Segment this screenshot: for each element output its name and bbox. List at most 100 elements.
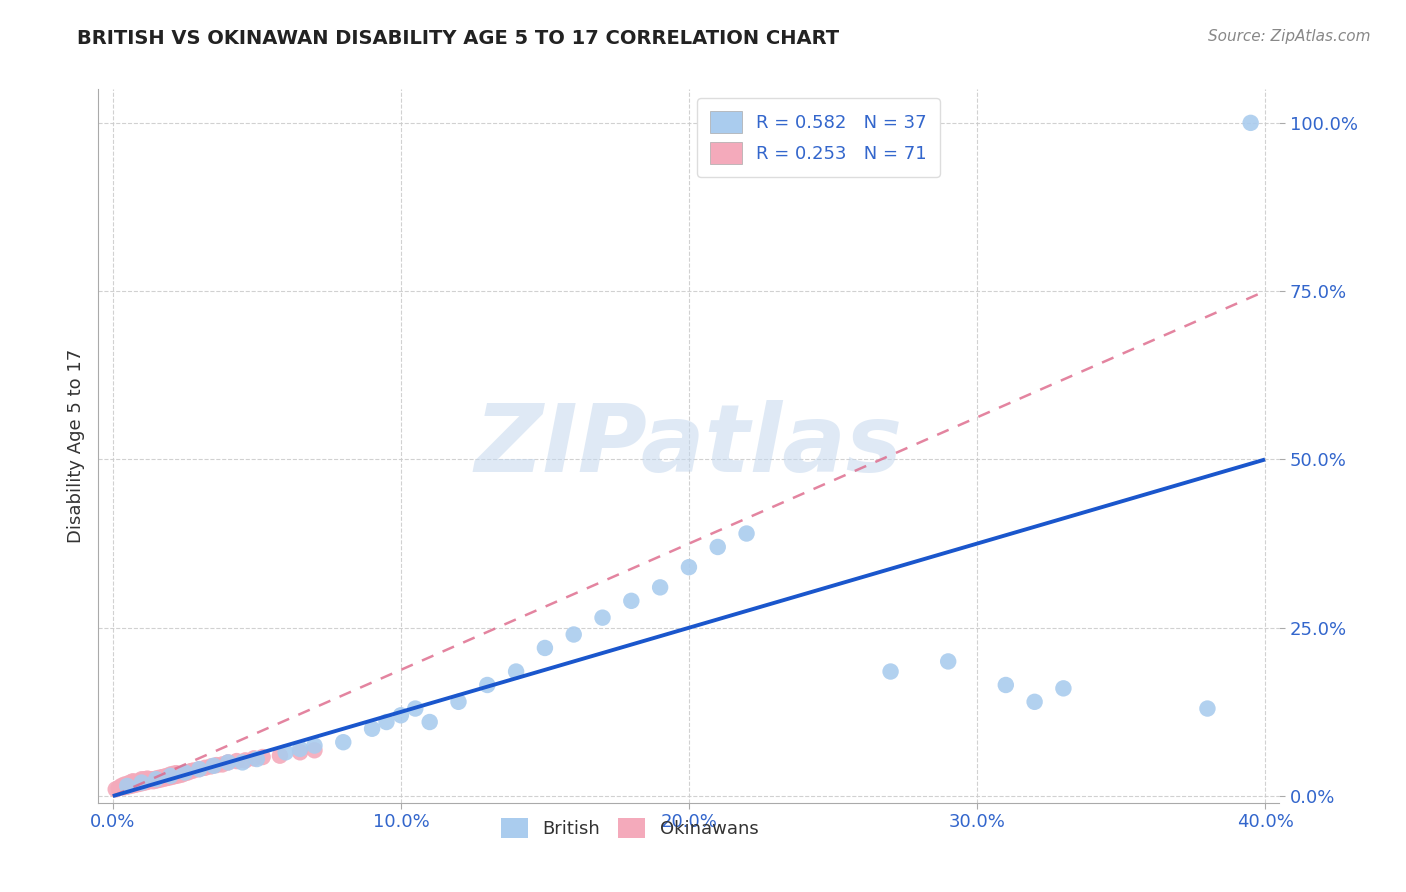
Point [131, 772, 153, 787]
Point [167, 768, 190, 782]
Point [159, 769, 181, 783]
Point [153, 772, 176, 786]
Point [122, 775, 145, 789]
Point [115, 778, 138, 792]
Point [389, 708, 412, 723]
Point [165, 766, 187, 780]
Point [122, 774, 145, 789]
Point [128, 777, 150, 791]
Point [150, 770, 173, 784]
Point [136, 772, 159, 786]
Point [162, 770, 184, 784]
Point [159, 767, 181, 781]
Point [1197, 701, 1219, 715]
Text: BRITISH VS OKINAWAN DISABILITY AGE 5 TO 17 CORRELATION CHART: BRITISH VS OKINAWAN DISABILITY AGE 5 TO … [77, 29, 839, 47]
Text: ZIPatlas: ZIPatlas [475, 400, 903, 492]
Point [112, 778, 135, 792]
Point [188, 762, 211, 776]
Point [148, 772, 170, 787]
Point [252, 750, 274, 764]
Point [107, 780, 129, 795]
Point [162, 767, 184, 781]
Point [678, 560, 700, 574]
Point [1052, 681, 1074, 696]
Point [128, 775, 150, 789]
Point [134, 772, 156, 787]
Point [183, 764, 205, 778]
Point [1240, 116, 1263, 130]
Point [269, 748, 291, 763]
Point [288, 742, 311, 756]
Point [447, 695, 470, 709]
Point [217, 756, 239, 770]
Point [243, 751, 266, 765]
Point [246, 752, 269, 766]
Point [419, 714, 441, 729]
Point [122, 777, 145, 791]
Point [173, 766, 195, 780]
Point [136, 772, 159, 787]
Point [120, 775, 142, 789]
Point [112, 780, 135, 795]
Point [139, 772, 162, 787]
Point [134, 775, 156, 789]
Point [188, 762, 211, 776]
Point [170, 767, 193, 781]
Point [104, 782, 127, 797]
Point [180, 764, 202, 779]
Point [131, 776, 153, 790]
Point [125, 775, 148, 789]
Point [231, 756, 253, 770]
Point [142, 772, 165, 787]
Point [156, 769, 179, 783]
Point [134, 774, 156, 789]
Point [375, 714, 398, 729]
Point [145, 773, 167, 788]
Point [145, 772, 167, 787]
Point [274, 745, 297, 759]
Point [156, 771, 179, 785]
Point [994, 678, 1017, 692]
Point [361, 722, 384, 736]
Point [145, 772, 167, 786]
Point [200, 759, 222, 773]
Point [706, 540, 728, 554]
Legend: British, Okinawans: British, Okinawans [492, 809, 768, 847]
Point [205, 758, 228, 772]
Text: Source: ZipAtlas.com: Source: ZipAtlas.com [1208, 29, 1371, 44]
Point [150, 772, 173, 787]
Point [115, 779, 138, 793]
Point [148, 771, 170, 785]
Point [131, 775, 153, 789]
Point [505, 665, 527, 679]
Point [153, 770, 176, 784]
Point [404, 701, 426, 715]
Point [194, 761, 217, 775]
Point [159, 770, 181, 784]
Point [110, 779, 132, 793]
Point [142, 774, 165, 789]
Point [304, 743, 326, 757]
Point [534, 640, 557, 655]
Y-axis label: Disability Age 5 to 17: Disability Age 5 to 17 [66, 349, 84, 543]
Point [120, 779, 142, 793]
Point [1024, 695, 1046, 709]
Point [202, 758, 225, 772]
Point [211, 757, 233, 772]
Point [110, 780, 132, 795]
Point [233, 753, 256, 767]
Point [120, 778, 142, 792]
Point [735, 526, 758, 541]
Point [562, 627, 585, 641]
Point [477, 678, 499, 692]
Point [332, 735, 354, 749]
Point [125, 778, 148, 792]
Point [131, 773, 153, 788]
Point [125, 776, 148, 790]
Point [128, 774, 150, 789]
Point [936, 655, 959, 669]
Point [136, 775, 159, 789]
Point [650, 580, 672, 594]
Point [165, 769, 187, 783]
Point [177, 765, 200, 780]
